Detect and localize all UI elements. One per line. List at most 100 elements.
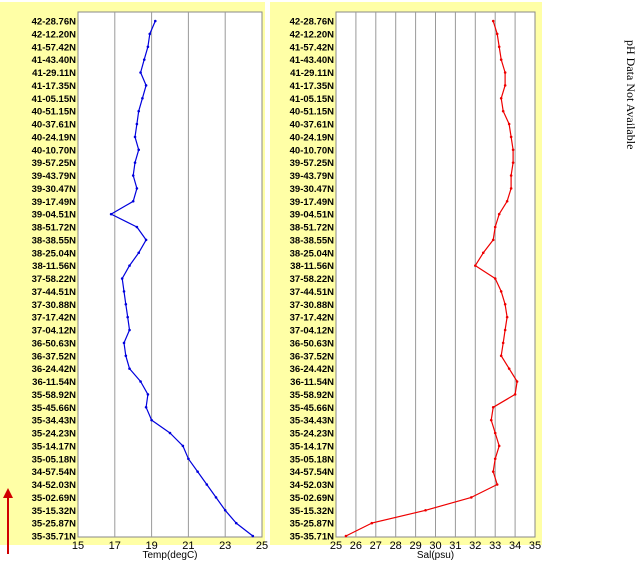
y-tick-label: 35-45.66N [290,403,335,414]
data-point [223,508,227,512]
y-tick-label: 36-50.63N [290,338,335,349]
data-point [150,418,153,422]
chart-panel-1: 15 17 19 21 23 25 Temp(degC) 42-28.76N42-12.20N… [0,2,268,561]
data-point [142,58,146,61]
x-tick-label: 30 [429,540,441,552]
x-tick-label: 33 [489,540,501,552]
x-tick-label: 25 [330,540,342,552]
data-point [139,71,142,74]
data-point [135,225,139,229]
y-tick-label: 35-24.23N [32,429,77,440]
data-point [144,238,148,242]
y-tick-label: 35-25.87N [32,519,77,530]
data-point [214,496,218,499]
y-tick-label: 35-58.92N [32,390,77,401]
data-point [507,122,511,126]
data-point [507,367,511,370]
data-point [493,457,497,461]
data-point [168,431,172,435]
data-point [141,96,144,100]
x-tick-label: 34 [509,540,521,552]
y-tick-label: 35-35.71N [290,532,335,543]
data-point [513,393,517,396]
y-tick-label: 37-17.42N [32,313,77,324]
y-tick-label: 34-52.03N [290,480,335,491]
y-tick-label: 34-57.54N [32,467,77,478]
data-point [124,302,128,306]
y-tick-label: 34-52.03N [32,480,77,491]
y-tick-label: 37-44.51N [290,287,335,298]
y-tick-label: 38-11.56N [32,261,76,272]
y-tick-label: 35-58.92N [290,390,335,401]
y-tick-label: 41-29.11N [32,68,76,79]
data-point [499,96,503,100]
y-tick-label: 38-25.04N [32,248,77,259]
x-axis-label: Sal(psu) [417,550,454,561]
y-tick-label: 40-37.61N [32,120,77,131]
y-tick-label: 39-17.49N [32,197,77,208]
data-point [501,341,505,345]
y-tick-label: 36-24.42N [32,364,77,375]
data-point [126,315,129,319]
y-tick-label: 39-43.79N [32,171,77,182]
data-point [181,444,185,448]
y-tick-label: 35-02.69N [32,493,77,504]
y-tick-label: 41-17.35N [32,81,77,92]
y-tick-label: 40-10.70N [290,145,335,156]
y-tick-label: 36-50.63N [32,338,77,349]
data-point [503,328,507,332]
y-tick-label: 35-25.87N [290,519,335,530]
y-tick-label: 39-04.51N [290,210,335,221]
data-point [137,148,141,152]
y-tick-label: 37-04.12N [290,326,335,337]
data-point [481,251,485,255]
y-tick-label: 41-57.42N [290,42,335,53]
y-tick-label: 35-24.23N [290,429,335,440]
y-tick-label: 40-24.19N [290,132,335,143]
data-point [424,508,427,512]
data-point [135,187,139,190]
data-point [128,367,131,370]
data-point [122,341,126,345]
y-tick-label: 39-30.47N [290,184,335,195]
y-tick-label: 37-30.88N [32,300,77,311]
x-tick-label: 26 [350,540,362,552]
data-point [205,483,209,486]
data-point [370,521,374,525]
y-tick-label: 41-05.15N [290,94,335,105]
data-point [503,302,507,306]
y-tick-label: 37-17.42N [290,313,335,324]
y-tick-label: 35-14.17N [290,441,335,452]
data-point [122,290,126,293]
data-point [509,135,513,139]
y-tick-label: 38-11.56N [290,261,334,272]
data-point [497,212,501,216]
y-tick-label: 38-25.04N [290,248,335,259]
data-point [144,84,148,87]
y-tick-label: 35-02.69N [290,493,335,504]
data-point [146,45,150,49]
y-tick-label: 37-58.22N [32,274,77,285]
data-point [505,315,509,319]
plot-area [77,11,263,538]
y-tick-label: 35-05.18N [290,454,335,465]
data-point [187,457,190,461]
data-point [489,418,493,422]
x-tick-label: 25 [256,540,268,552]
y-tick-label: 35-45.66N [32,403,77,414]
data-point [511,148,515,152]
data-point [234,521,238,525]
data-point [144,405,148,409]
y-tick-label: 34-57.54N [290,467,335,478]
data-point [137,251,141,255]
data-point [131,199,135,203]
y-tick-label: 42-28.76N [32,17,77,28]
y-tick-label: 36-37.52N [290,351,335,362]
data-point [501,109,505,113]
x-tick-label: 31 [449,540,461,552]
y-tick-label: 40-51.15N [290,107,335,118]
data-point [491,19,495,23]
x-tick-label: 21 [182,540,194,552]
y-tick-label: 39-17.49N [290,197,335,208]
